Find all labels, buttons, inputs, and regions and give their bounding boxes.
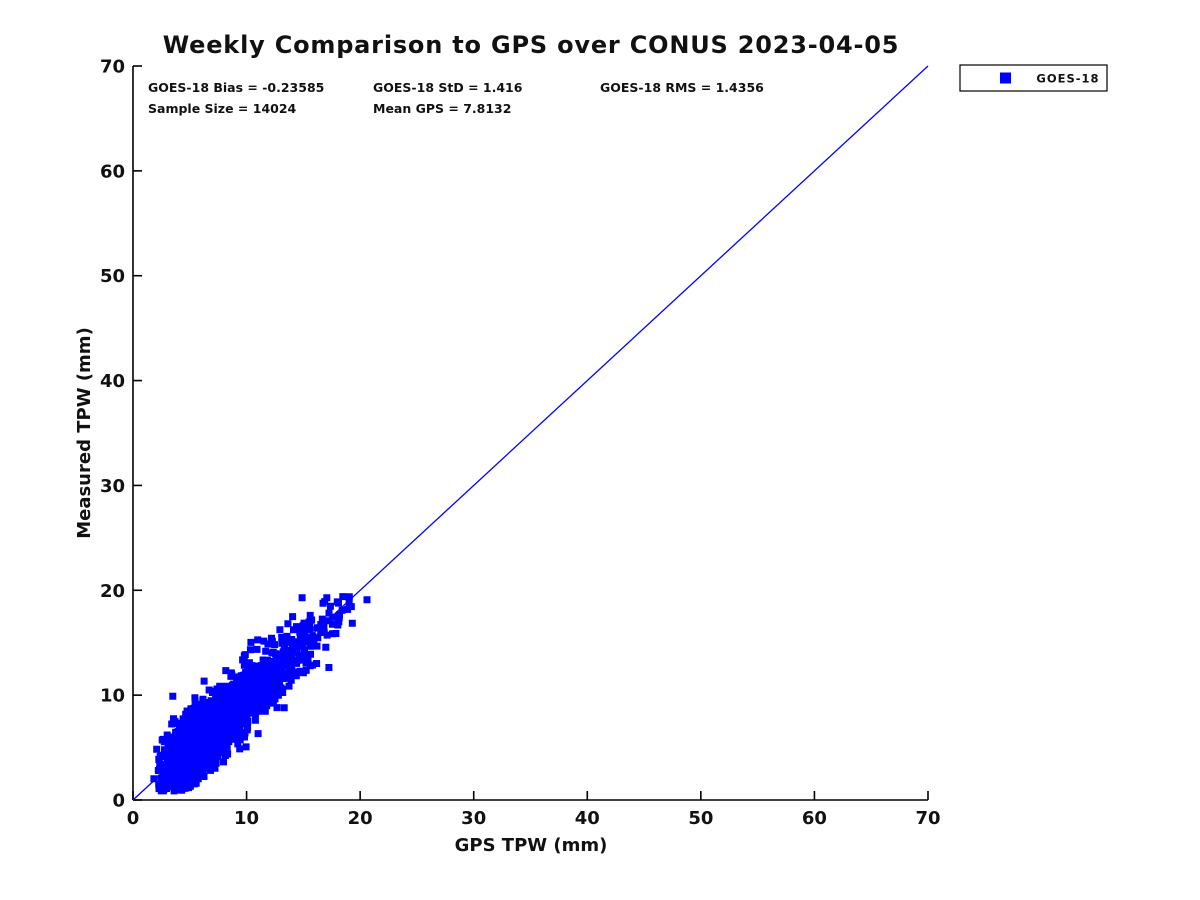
x-tick-label: 70 bbox=[915, 808, 940, 829]
x-tick-label: 20 bbox=[348, 808, 373, 829]
stat-rms: GOES-18 RMS = 1.4356 bbox=[600, 80, 764, 95]
y-tick-label: 60 bbox=[100, 161, 125, 182]
y-tick-label: 20 bbox=[100, 581, 125, 602]
x-tick-label: 50 bbox=[688, 808, 713, 829]
x-axis-ticks: 0 10 20 30 40 50 60 70 bbox=[127, 791, 941, 829]
x-tick-label: 30 bbox=[461, 808, 486, 829]
y-tick-label: 30 bbox=[100, 476, 125, 497]
y-tick-label: 0 bbox=[112, 791, 125, 812]
y-tick-label: 50 bbox=[100, 266, 125, 287]
y-tick-label: 70 bbox=[100, 57, 125, 78]
stat-sample-size: Sample Size = 14024 bbox=[148, 101, 297, 116]
x-tick-label: 0 bbox=[127, 808, 140, 829]
chart-title: Weekly Comparison to GPS over CONUS 2023… bbox=[163, 31, 900, 59]
stat-bias: GOES-18 Bias = -0.23585 bbox=[148, 80, 324, 95]
x-tick-label: 60 bbox=[802, 808, 827, 829]
scatter-points-goes18 bbox=[150, 593, 371, 795]
legend-box bbox=[959, 64, 1108, 92]
y-tick-label: 10 bbox=[100, 686, 125, 707]
x-axis-label: GPS TPW (mm) bbox=[455, 835, 608, 856]
y-tick-label: 40 bbox=[100, 371, 125, 392]
y-axis-ticks: 0 10 20 30 40 50 60 70 bbox=[100, 57, 142, 812]
x-tick-label: 40 bbox=[575, 808, 600, 829]
legend-entry-label: GOES-18 bbox=[1036, 72, 1099, 86]
stat-std: GOES-18 StD = 1.416 bbox=[373, 80, 523, 95]
legend: GOES-18 bbox=[959, 64, 1108, 92]
legend-marker-square-icon bbox=[1000, 72, 1011, 84]
stat-mean-gps: Mean GPS = 7.8132 bbox=[373, 101, 511, 116]
y-axis-label: Measured TPW (mm) bbox=[74, 327, 95, 539]
x-tick-label: 10 bbox=[234, 808, 259, 829]
